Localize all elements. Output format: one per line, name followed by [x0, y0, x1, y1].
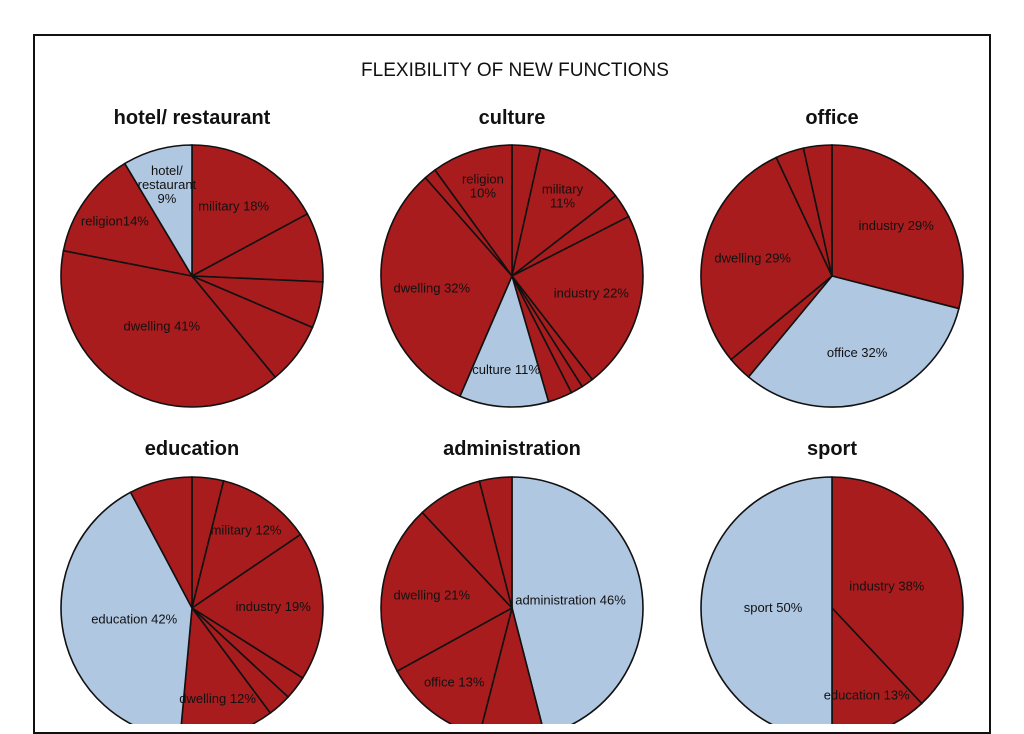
slice-culture-7	[458, 273, 550, 408]
slice-education-1	[190, 479, 302, 610]
slice-label-education-5: dwelling 12%	[179, 691, 256, 706]
slice-administration-5	[478, 476, 513, 609]
slice-culture-3	[510, 215, 644, 381]
pie-title-administration: administration	[443, 438, 581, 460]
slice-label-culture-7: culture 11%	[472, 362, 540, 377]
slice-office-0	[831, 144, 964, 310]
slice-education-5	[180, 605, 272, 724]
slice-label-sport-2: sport 50%	[744, 600, 803, 615]
pie-title-sport: sport	[807, 438, 857, 460]
slice-label-culture-8: dwelling 32%	[393, 281, 470, 296]
slice-education-2	[190, 533, 324, 680]
slice-office-5	[802, 144, 833, 277]
slice-culture-10	[433, 144, 513, 279]
slice-label-administration-2: office 13%	[424, 675, 485, 690]
pie-title-hotel-restaurant: hotel/ restaurant	[114, 107, 271, 129]
slice-label-culture-10-1: 10%	[470, 185, 496, 200]
pie-title-office: office	[805, 107, 858, 129]
slice-label-administration-0: administration 46%	[515, 593, 626, 608]
pie-office: office industry 29% office 32% dwelling 29%	[700, 107, 964, 408]
figure-title: FLEXIBILITY OF NEW FUNCTIONS	[361, 60, 669, 81]
slice-administration-2	[396, 606, 514, 724]
slice-label-education-2: industry 19%	[236, 599, 312, 614]
slice-label-office-0: industry 29%	[859, 218, 935, 233]
slice-sport-0	[831, 476, 964, 705]
slice-sport-1	[831, 605, 923, 724]
pie-title-culture: culture	[479, 107, 546, 129]
slice-label-administration-3: dwelling 21%	[393, 587, 470, 602]
slice-hotel-restaurant-0	[191, 144, 309, 278]
pie-education: education military 12% industry 19% dwellin…	[60, 438, 324, 724]
slice-sport-2	[700, 476, 833, 724]
slice-label-office-3: dwelling 29%	[714, 250, 791, 265]
slice-label-office-1: office 32%	[827, 345, 888, 360]
pie-sport: sport industry 38% education 13% sport 50%	[700, 438, 964, 724]
pie-title-education: education	[145, 438, 239, 460]
slice-label-culture-1-0: military	[542, 181, 584, 196]
slice-label-education-1: military 12%	[211, 523, 282, 538]
slice-hotel-restaurant-6	[123, 144, 193, 279]
slice-label-hotel-restaurant-5: religion14%	[81, 214, 149, 229]
slice-label-hotel-restaurant-4: dwelling 41%	[123, 319, 200, 334]
slice-hotel-restaurant-5	[62, 162, 194, 278]
slice-education-6	[60, 491, 193, 724]
slice-education-7	[129, 476, 193, 609]
pie-administration: administration administration 46% office 1…	[380, 438, 644, 724]
slice-label-culture-3: industry 22%	[554, 286, 630, 301]
slice-office-1	[747, 275, 960, 408]
slice-label-sport-0: industry 38%	[849, 578, 925, 593]
slice-culture-1	[510, 147, 617, 278]
slice-administration-3	[380, 511, 514, 673]
slice-culture-8	[380, 176, 513, 398]
slice-hotel-restaurant-4	[60, 249, 277, 408]
slice-label-hotel-restaurant-6-1: restaurant	[138, 177, 197, 192]
slice-administration-1	[481, 607, 543, 724]
slice-label-hotel-restaurant-6-0: hotel/	[151, 163, 183, 178]
slice-label-hotel-restaurant-0: military 18%	[198, 198, 269, 213]
slice-label-culture-1-1: 11%	[550, 195, 575, 210]
slice-label-sport-1: education 13%	[824, 688, 910, 703]
slice-label-education-6: education 42%	[91, 612, 177, 627]
slice-label-culture-10-0: religion	[462, 171, 504, 186]
slice-administration-0	[511, 476, 644, 724]
slice-label-hotel-restaurant-6-2: 9%	[158, 191, 177, 206]
